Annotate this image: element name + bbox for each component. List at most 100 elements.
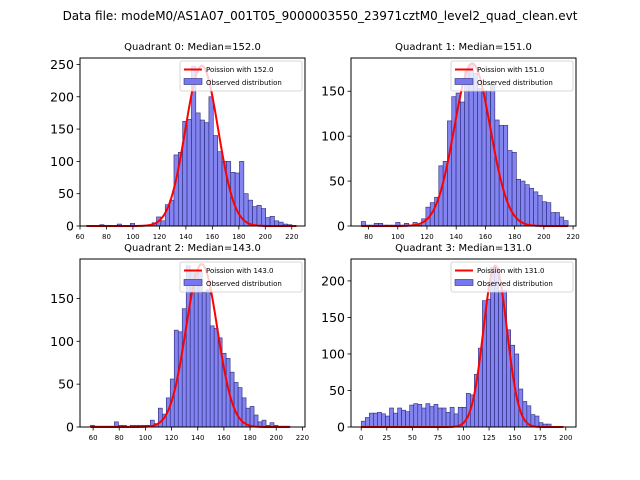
histogram-bars — [86, 66, 297, 227]
histogram-bar — [425, 403, 431, 428]
x-tick-label: 160 — [206, 233, 219, 241]
y-tick-label: 0 — [337, 219, 345, 234]
x-tick-label: 160 — [217, 434, 230, 442]
x-tick-label: 80 — [364, 233, 373, 241]
y-tick-label: 0 — [337, 420, 345, 435]
x-tick-label: 220 — [296, 434, 309, 442]
histogram-bar — [520, 180, 526, 227]
x-tick-label: 200 — [259, 233, 272, 241]
histogram-bar — [373, 412, 378, 428]
x-tick-label: 100 — [126, 233, 139, 241]
histogram-bar — [417, 404, 423, 428]
histogram-bar — [234, 172, 240, 227]
histogram-bar — [507, 150, 513, 227]
x-tick-label: 150 — [508, 434, 521, 442]
legend-label-observed: Observed distribution — [206, 280, 282, 288]
legend-box — [450, 261, 574, 293]
x-tick-label: 200 — [270, 434, 283, 442]
histogram-bar — [498, 290, 503, 428]
x-tick-label: 140 — [191, 434, 204, 442]
y-tick-label: 50 — [329, 174, 345, 189]
histogram-bar — [534, 415, 540, 428]
legend-label-fit: Poission with 131.0 — [477, 267, 545, 275]
subplot-title: Quadrant 1: Median=151.0 — [395, 42, 532, 53]
y-tick-label: 100 — [50, 334, 74, 349]
x-tick-label: 120 — [165, 434, 178, 442]
y-tick-label: 100 — [321, 129, 345, 144]
x-tick-label: 100 — [139, 434, 152, 442]
legend-bar-swatch — [183, 279, 203, 286]
legend-label-observed: Observed distribution — [477, 79, 553, 87]
histogram-bar — [397, 407, 402, 428]
histogram-bar — [195, 112, 201, 227]
legend: Poission with 131.0 Observed distribution — [450, 261, 574, 293]
histogram-bar — [197, 271, 203, 428]
subplot-quadrant-0: Quadrant 0: Median=152.0 0 50 100 150 200 250 6… — [50, 42, 306, 241]
histogram-bar — [252, 206, 258, 227]
y-tick-label: 200 — [50, 89, 74, 104]
x-tick-label: 80 — [102, 233, 111, 241]
y-tick-label: 0 — [66, 219, 74, 234]
histogram-bar — [369, 412, 374, 428]
x-tick-label: 200 — [537, 233, 550, 241]
x-tick-label: 140 — [179, 233, 192, 241]
y-tick-label: 150 — [50, 122, 74, 137]
y-tick-label: 50 — [58, 377, 74, 392]
y-tick-label: 150 — [321, 310, 345, 325]
histogram-bar — [381, 413, 386, 428]
x-tick-label: 80 — [115, 434, 124, 442]
legend: Poission with 152.0 Observed distribution — [179, 60, 303, 92]
histogram-bar — [503, 125, 509, 227]
histogram-bar — [217, 151, 223, 227]
legend-box — [179, 60, 303, 92]
x-tick-label: 60 — [76, 233, 85, 241]
histogram-bar — [429, 406, 435, 428]
subplot-title: Quadrant 2: Median=143.0 — [124, 243, 261, 254]
axes-frame — [79, 258, 306, 428]
x-tick-label: 50 — [408, 434, 417, 442]
legend-bar-swatch — [454, 78, 474, 85]
histogram-bar — [537, 195, 543, 227]
histogram-bar — [269, 216, 275, 227]
histogram-bar — [405, 411, 411, 428]
legend-box — [179, 261, 303, 293]
y-tick-label: 250 — [50, 57, 74, 72]
histogram-bar — [533, 191, 539, 227]
histogram-bar — [173, 154, 179, 227]
x-tick-label: 220 — [566, 233, 579, 241]
histogram-bar — [265, 217, 271, 227]
y-tick-label: 100 — [321, 346, 345, 361]
histogram-bar — [524, 184, 530, 227]
histogram-bar — [247, 199, 253, 227]
histogram-bar — [205, 289, 211, 428]
histogram-bar — [193, 273, 199, 428]
histogram-bar — [481, 90, 487, 227]
y-tick-label: 150 — [50, 291, 74, 306]
histogram-bar — [460, 101, 465, 227]
histogram-bar — [409, 404, 415, 428]
histogram-bar — [253, 414, 259, 428]
x-tick-label: 100 — [391, 233, 404, 241]
histogram-bar — [208, 96, 214, 227]
x-tick-label: 125 — [482, 434, 495, 442]
histogram-bar — [389, 407, 394, 428]
histogram-bar — [449, 406, 455, 428]
legend: Poission with 143.0 Observed distribution — [179, 261, 303, 293]
x-tick-label: 220 — [285, 233, 298, 241]
legend-label-fit: Poission with 152.0 — [206, 66, 274, 74]
histogram-bar — [529, 187, 534, 227]
histogram-bar — [559, 216, 565, 227]
legend-label-fit: Poission with 143.0 — [206, 267, 274, 275]
histogram-bar — [486, 298, 491, 428]
axes-frame — [350, 57, 577, 227]
histogram-bar — [437, 407, 443, 428]
subplot-quadrant-2: Quadrant 2: Median=143.0 0 50 100 150 60 80 100… — [50, 243, 309, 442]
histogram-bar — [186, 119, 192, 227]
x-tick-label: 0 — [359, 434, 363, 442]
x-tick-label: 180 — [508, 233, 521, 241]
histogram-bar — [209, 325, 215, 428]
x-tick-label: 160 — [479, 233, 492, 241]
y-tick-label: 150 — [321, 84, 345, 99]
histogram-bar — [447, 120, 453, 227]
